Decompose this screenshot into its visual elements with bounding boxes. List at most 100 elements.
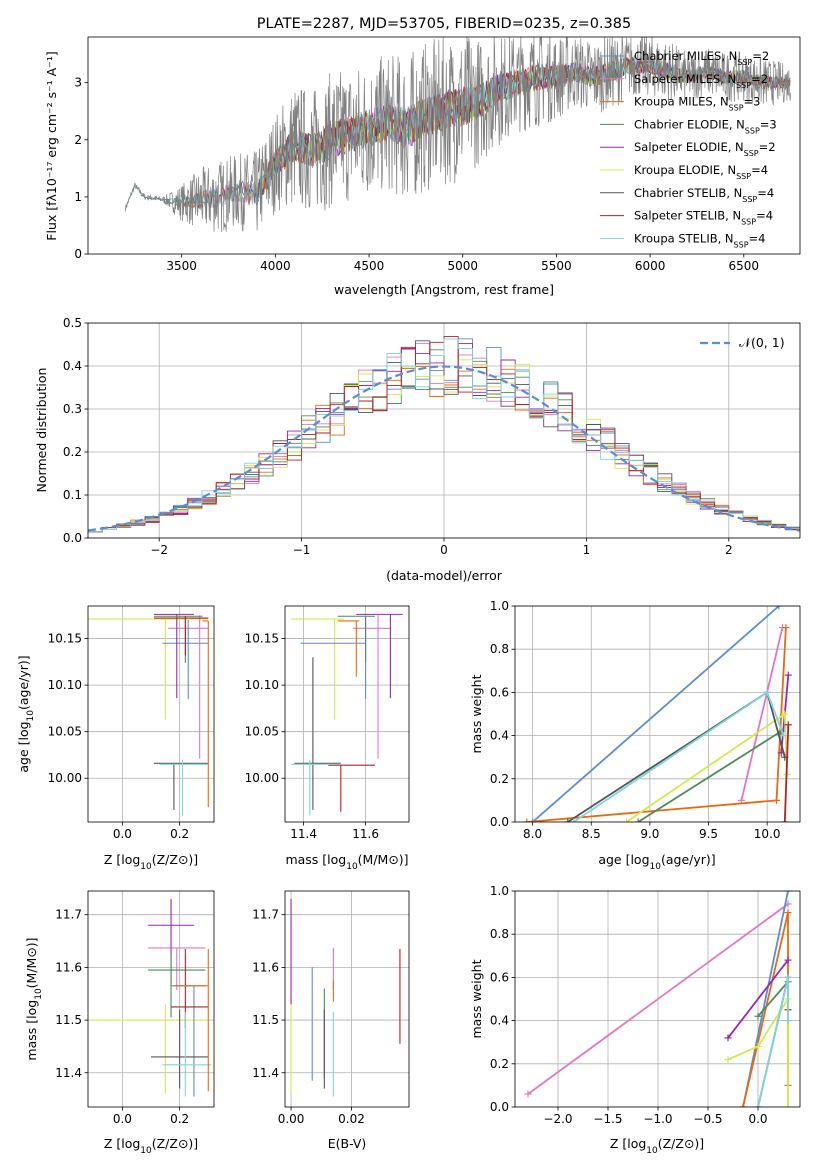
panel-mass_vs_Z: 0.0 0.2 11.4 11.5 11.6 11.7 (55, 890, 215, 1126)
legend-entry-end: =4 (749, 231, 766, 245)
y-tick-label: 0.4 (63, 359, 82, 373)
x-tick-label: −2 (150, 543, 168, 557)
y-tick-label: 11.7 (55, 908, 82, 922)
y-tick-label: 0.0 (490, 1100, 509, 1114)
legend-entry-end: =4 (751, 163, 768, 177)
mass-weight-line-0 (527, 903, 789, 1095)
axes-frame (284, 890, 410, 1108)
errorbar-point-4 (153, 615, 203, 663)
errorbar-point-0 (291, 618, 344, 720)
y-tick-label: 0.2 (490, 1057, 509, 1071)
x-tick-label: 8.5 (582, 827, 601, 841)
mass-weight-marker (784, 909, 792, 917)
normal-curve (88, 365, 800, 532)
legend-entry-sub: SSP (737, 58, 752, 67)
x-tick-label: 9.0 (640, 827, 659, 841)
x-tick-label: −0.5 (693, 1112, 722, 1126)
legend-entry-normal: 𝒩(0, 1) (739, 335, 785, 350)
errorbar-point-6 (153, 616, 209, 656)
x-tick-label: 0.0 (113, 1112, 132, 1126)
y-tick-label: 0 (74, 247, 82, 261)
plot-area-spectrum (125, 37, 791, 233)
y-tick-label: 0.1 (63, 488, 82, 502)
y-tick-label: 10.10 (245, 678, 279, 692)
legend-entry-end: =4 (756, 209, 773, 223)
y-axis-label: Flux [fλ10⁻¹⁷ erg cm⁻² s⁻¹ A⁻¹] (44, 51, 59, 240)
mass-weight-marker (724, 1055, 732, 1063)
axes-frame (514, 605, 801, 823)
legend-entry-main: Chabrier MILES, N (634, 49, 737, 63)
mass-weight-marker (784, 891, 792, 895)
mass-weight-marker (784, 1103, 792, 1107)
errorbar-point-0 (88, 618, 209, 720)
legend-entry-0: Chabrier MILES, NSSP=2 (634, 49, 769, 67)
y-tick-label: 0.3 (63, 402, 82, 416)
x-axis-label-sub: 10 (140, 862, 152, 872)
mass-weight-marker (781, 710, 789, 718)
x-axis-label-main: Z [log (104, 1136, 140, 1151)
y-tick-label: 10.10 (48, 678, 82, 692)
mass-weight-marker (754, 1043, 762, 1051)
x-tick-label: 11.4 (290, 827, 317, 841)
mass-weight-marker (784, 671, 792, 679)
errorbar-point-3 (356, 613, 403, 699)
x-tick-label: 6500 (729, 259, 760, 273)
mass-weight-line-7 (783, 724, 790, 822)
legend-entry-sub: SSP (741, 217, 756, 226)
axes-frame (87, 36, 801, 255)
legend-entry-main: Chabrier STELIB, N (634, 186, 742, 200)
y-tick-label: 2 (74, 133, 82, 147)
mass-weight-marker (523, 818, 531, 822)
y-axis-label: mass [log10(M/M⊙)] (24, 937, 44, 1060)
y-tick-label: 0.2 (490, 772, 509, 786)
y-axis-label-main: mass [log (24, 1000, 39, 1061)
legend-entry-main: Kroupa ELODIE, N (634, 163, 736, 177)
mass-weight-marker (781, 818, 789, 822)
mass-weight-marker (739, 1103, 747, 1107)
mass-weight-marker (570, 818, 578, 822)
y-axis-label-sub: 10 (26, 710, 36, 722)
x-tick-label: 0.0 (113, 827, 132, 841)
y-tick-label: 10.05 (48, 725, 82, 739)
y-axis-label: Normed distribution (34, 368, 49, 493)
y-tick-label: 10.00 (48, 771, 82, 785)
x-axis-label: Z [log10(Z/Z⊙)] (610, 1136, 704, 1156)
x-axis-label-sub: 10 (646, 1146, 658, 1156)
x-tick-label: 5500 (541, 259, 572, 273)
y-tick-label: 10.15 (48, 632, 82, 646)
mass-weight-line-3 (757, 981, 789, 1017)
x-axis-label-end: (Z/Z⊙)] (152, 1136, 198, 1151)
axes-frame (87, 605, 215, 823)
legend-entry-7: Salpeter STELIB, NSSP=4 (634, 209, 773, 227)
x-axis-label-main: Z [log (610, 1136, 646, 1151)
x-tick-label: 8.0 (523, 827, 542, 841)
errorbar-point-7 (162, 1012, 212, 1097)
x-tick-label: 6000 (635, 259, 666, 273)
plot-area-mass_weight_vs_age (515, 606, 800, 822)
mass-weight-line-3 (637, 730, 782, 822)
y-tick-label: 11.7 (252, 908, 279, 922)
panel-spectrum: 3500 4000 4500 5000 5500 6000 6500 0 1 2 3 (74, 36, 801, 273)
x-axis-label-main: mass [log (285, 852, 346, 867)
y-tick-label: 1.0 (490, 599, 509, 613)
x-axis-label: age [log10(age/yr)] (598, 852, 715, 872)
x-axis-label-main: age [log (598, 852, 649, 867)
x-tick-label: 0.2 (170, 827, 189, 841)
errorbar-point-0 (88, 1004, 209, 1094)
panel-mass_vs_ebv: 0.00 0.02 11.4 11.5 11.6 11.7 (252, 890, 410, 1126)
x-axis-label: (data-model)/error (386, 568, 503, 583)
x-tick-label: 0.00 (278, 1112, 305, 1126)
x-tick-label: −1.0 (643, 1112, 672, 1126)
mass-weight-line-8 (757, 977, 789, 1107)
x-tick-label: −2.0 (543, 1112, 572, 1126)
errorbar-point-2 (171, 985, 206, 1097)
errorbar-point-8 (337, 620, 360, 677)
panel-age_vs_mass: 11.4 11.6 10.00 10.05 10.10 10.15 (245, 605, 410, 841)
axes-frame (514, 890, 801, 1108)
mass-weight-marker (754, 1012, 762, 1020)
legend-entry-main: Salpeter STELIB, N (634, 209, 741, 223)
x-axis-label-end: (Z/Z⊙)] (152, 852, 198, 867)
mass-weight-marker (622, 818, 630, 822)
mass-weight-marker (782, 624, 790, 632)
